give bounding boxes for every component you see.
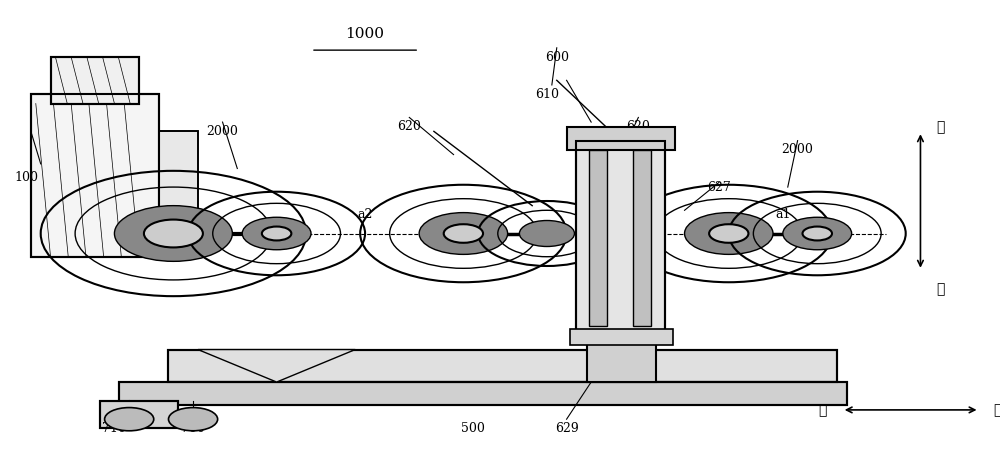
Circle shape	[709, 224, 748, 243]
Bar	[633, 150, 651, 326]
Circle shape	[105, 408, 154, 431]
Circle shape	[685, 212, 773, 255]
Bar	[589, 150, 607, 326]
Bar	[159, 131, 198, 234]
Text: 500: 500	[461, 422, 485, 435]
Text: 2000: 2000	[207, 125, 238, 138]
Circle shape	[144, 219, 203, 248]
Circle shape	[242, 217, 311, 250]
Bar	[168, 350, 837, 382]
Circle shape	[114, 205, 232, 262]
Circle shape	[444, 224, 483, 243]
Bar	[159, 131, 198, 234]
Circle shape	[803, 226, 832, 241]
Text: 629: 629	[555, 422, 578, 435]
Bar	[31, 94, 159, 257]
Text: 上: 上	[936, 120, 944, 134]
Text: 627: 627	[707, 181, 731, 194]
Text: 620: 620	[397, 120, 421, 133]
Circle shape	[519, 220, 574, 247]
Bar	[100, 401, 178, 429]
Text: 2000: 2000	[782, 143, 814, 156]
Text: a2: a2	[357, 208, 373, 221]
Bar	[576, 141, 665, 336]
Text: 600: 600	[545, 50, 569, 64]
Text: 620: 620	[626, 120, 650, 133]
Bar	[567, 127, 675, 150]
Bar	[570, 329, 673, 345]
Text: 下: 下	[936, 282, 944, 296]
Text: 后: 后	[818, 403, 826, 417]
Text: 前: 前	[993, 403, 1000, 417]
Text: 610: 610	[535, 88, 559, 101]
Text: 710: 710	[102, 422, 126, 435]
Circle shape	[168, 408, 218, 431]
Bar	[51, 57, 139, 104]
Circle shape	[783, 217, 852, 250]
Bar	[168, 350, 837, 382]
Bar	[576, 141, 665, 336]
Bar	[119, 382, 847, 405]
Polygon shape	[198, 350, 355, 382]
Bar	[51, 57, 139, 104]
Text: 700: 700	[181, 422, 205, 435]
Circle shape	[419, 212, 508, 255]
Text: a1: a1	[775, 208, 791, 221]
Text: 510: 510	[614, 194, 638, 207]
Bar	[31, 94, 159, 257]
Text: 1000: 1000	[346, 27, 385, 41]
Bar	[587, 336, 656, 382]
Text: 100: 100	[14, 171, 38, 184]
Circle shape	[262, 226, 291, 241]
Bar	[100, 401, 178, 429]
Bar	[119, 382, 847, 405]
